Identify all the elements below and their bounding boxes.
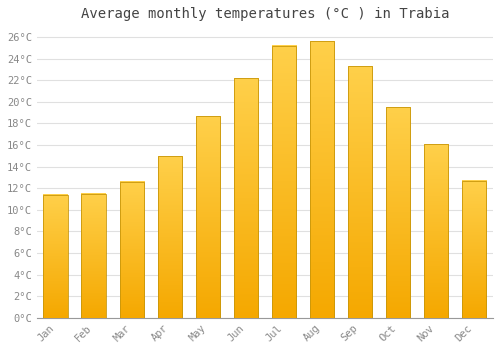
Bar <box>348 66 372 318</box>
Bar <box>120 182 144 318</box>
Bar <box>462 181 486 318</box>
Bar <box>234 78 258 318</box>
Title: Average monthly temperatures (°C ) in Trabia: Average monthly temperatures (°C ) in Tr… <box>80 7 449 21</box>
Bar <box>424 144 448 318</box>
Bar <box>44 195 68 318</box>
Bar <box>196 116 220 318</box>
Bar <box>158 156 182 318</box>
Bar <box>386 107 410 318</box>
Bar <box>82 194 106 318</box>
Bar <box>272 46 296 318</box>
Bar <box>310 41 334 318</box>
